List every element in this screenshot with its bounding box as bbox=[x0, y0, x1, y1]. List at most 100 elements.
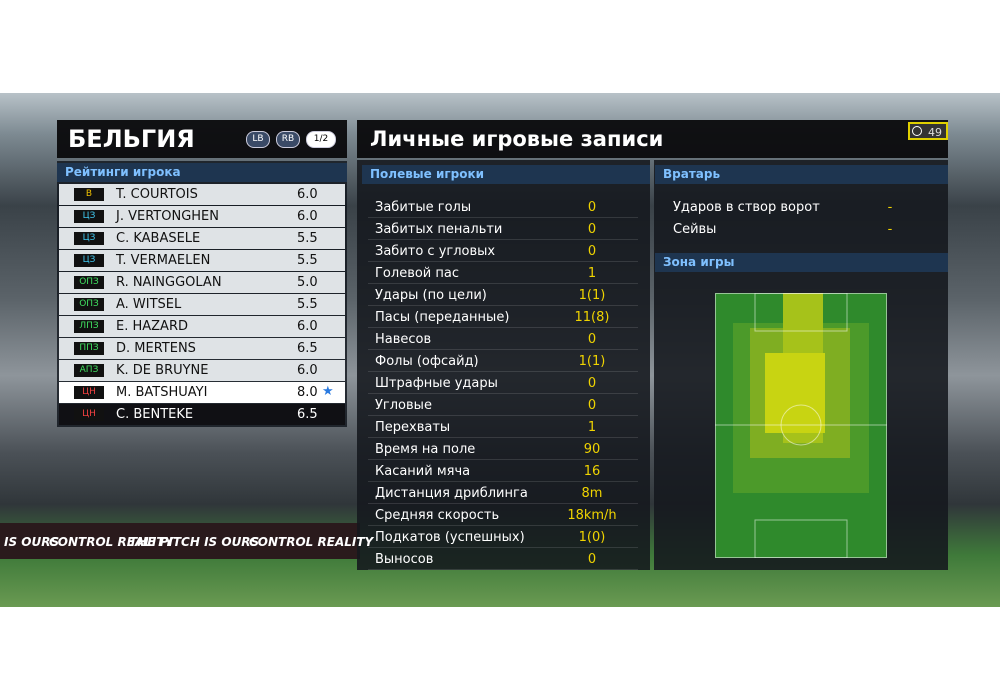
stat-label: Удары (по цели) bbox=[375, 288, 487, 303]
ad-text: CONTROL REALITY bbox=[249, 535, 374, 549]
player-name: T. COURTOIS bbox=[116, 187, 198, 202]
stat-value: 1(1) bbox=[578, 354, 606, 369]
stat-value: 11(8) bbox=[574, 310, 610, 325]
player-rating: 5.0 bbox=[297, 275, 318, 290]
position-badge: ОПЗ bbox=[74, 298, 104, 311]
gk-value: - bbox=[887, 222, 893, 237]
heatmap bbox=[715, 293, 887, 558]
player-row bbox=[59, 404, 345, 425]
ad-text: THE PITCH IS OURS bbox=[129, 535, 260, 549]
position-badge: ЦЗ bbox=[74, 232, 104, 245]
stat-value: 90 bbox=[583, 442, 601, 457]
player-rating: 6.0 bbox=[297, 187, 318, 202]
ad-text: CONTROL REALITY bbox=[49, 535, 174, 549]
position-badge: В bbox=[74, 188, 104, 201]
stat-value: 0 bbox=[587, 552, 597, 567]
records-header bbox=[357, 120, 948, 158]
player-row bbox=[59, 250, 345, 271]
position-badge: АПЗ bbox=[74, 364, 104, 377]
gk-label: Сейвы bbox=[673, 222, 717, 237]
player-row bbox=[59, 206, 345, 227]
stat-value: 0 bbox=[587, 376, 597, 391]
stat-row-line bbox=[368, 283, 638, 284]
stat-row-line bbox=[368, 261, 638, 262]
button-badge: 1/2 bbox=[306, 131, 336, 148]
player-row bbox=[59, 338, 345, 359]
stat-value: 0 bbox=[587, 200, 597, 215]
star-icon: ★ bbox=[322, 384, 334, 399]
player-row bbox=[59, 382, 345, 403]
gk-label: Ударов в створ ворот bbox=[673, 200, 820, 215]
game-screen: БЕЛЬГИЯ LB RB 1/2 Рейтинги игрока В T. COURTOI… bbox=[0, 93, 1000, 607]
player-row bbox=[59, 228, 345, 249]
stat-value: 1(1) bbox=[578, 288, 606, 303]
stat-row-line bbox=[368, 503, 638, 504]
stat-value: 0 bbox=[587, 244, 597, 259]
stat-label: Угловые bbox=[375, 398, 432, 413]
stat-label: Пасы (переданные) bbox=[375, 310, 510, 325]
stat-label: Перехваты bbox=[375, 420, 451, 435]
stat-label: Подкатов (успешных) bbox=[375, 530, 525, 545]
player-rating: 5.5 bbox=[297, 297, 318, 312]
stat-label: Дистанция дриблинга bbox=[375, 486, 528, 501]
stat-value: 0 bbox=[587, 398, 597, 413]
stat-row-line bbox=[368, 217, 638, 218]
stat-value: 18km/h bbox=[567, 508, 617, 523]
button-badge: LB bbox=[246, 131, 270, 148]
stat-row-line bbox=[368, 415, 638, 416]
player-rating: 8.0 bbox=[297, 385, 318, 400]
player-name: A. WITSEL bbox=[116, 297, 182, 312]
stat-row-line bbox=[368, 481, 638, 482]
stat-value: 8m bbox=[581, 486, 603, 501]
player-row bbox=[59, 272, 345, 293]
player-row bbox=[59, 184, 345, 205]
stat-label: Навесов bbox=[375, 332, 432, 347]
stat-row-line bbox=[368, 547, 638, 548]
zone-header: Зона игры bbox=[655, 253, 948, 272]
stat-row-line bbox=[368, 459, 638, 460]
gk-value: - bbox=[887, 200, 893, 215]
stat-label: Штрафные удары bbox=[375, 376, 498, 391]
stat-label: Фолы (офсайд) bbox=[375, 354, 479, 369]
position-badge: ППЗ bbox=[74, 342, 104, 355]
player-row bbox=[59, 360, 345, 381]
stat-row-line bbox=[368, 525, 638, 526]
stat-value: 0 bbox=[587, 222, 597, 237]
subtitle: Рейтинги игрока bbox=[57, 163, 347, 182]
position-badge: ЦН bbox=[74, 408, 104, 421]
player-name: R. NAINGGOLAN bbox=[116, 275, 222, 290]
position-badge: ЦН bbox=[74, 386, 104, 399]
team-title: БЕЛЬГИЯ bbox=[68, 125, 195, 153]
player-rating: 6.0 bbox=[297, 363, 318, 378]
stat-label: Касаний мяча bbox=[375, 464, 471, 479]
stat-label: Время на поле bbox=[375, 442, 476, 457]
stat-label: Забитые голы bbox=[375, 200, 472, 215]
gk-header: Вратарь bbox=[655, 165, 948, 184]
stat-label: Забито с угловых bbox=[375, 244, 496, 259]
stat-row-line bbox=[368, 239, 638, 240]
stat-row-line bbox=[368, 327, 638, 328]
stat-label: Забитых пенальти bbox=[375, 222, 503, 237]
player-name: J. VERTONGHEN bbox=[116, 209, 219, 224]
player-name: E. HAZARD bbox=[116, 319, 188, 334]
stat-label: Голевой пас bbox=[375, 266, 459, 281]
stat-row-line bbox=[368, 305, 638, 306]
stat-row-line bbox=[368, 349, 638, 350]
stat-value: 1 bbox=[587, 420, 597, 435]
stat-row-line bbox=[368, 569, 638, 570]
position-badge: ЦЗ bbox=[74, 210, 104, 223]
player-rating: 5.5 bbox=[297, 231, 318, 246]
player-rating: 6.0 bbox=[297, 319, 318, 334]
player-row bbox=[59, 316, 345, 337]
position-badge: ЦЗ bbox=[74, 254, 104, 267]
player-name: D. MERTENS bbox=[116, 341, 196, 356]
ad-text: IS OURS bbox=[4, 535, 60, 549]
clock-icon bbox=[912, 126, 922, 136]
stat-label: Средняя скорость bbox=[375, 508, 500, 523]
stat-value: 1(0) bbox=[578, 530, 606, 545]
stat-row-line bbox=[368, 437, 638, 438]
stat-value: 16 bbox=[583, 464, 601, 479]
ad-board bbox=[0, 523, 360, 559]
records-title: Личные игровые записи bbox=[370, 127, 664, 151]
